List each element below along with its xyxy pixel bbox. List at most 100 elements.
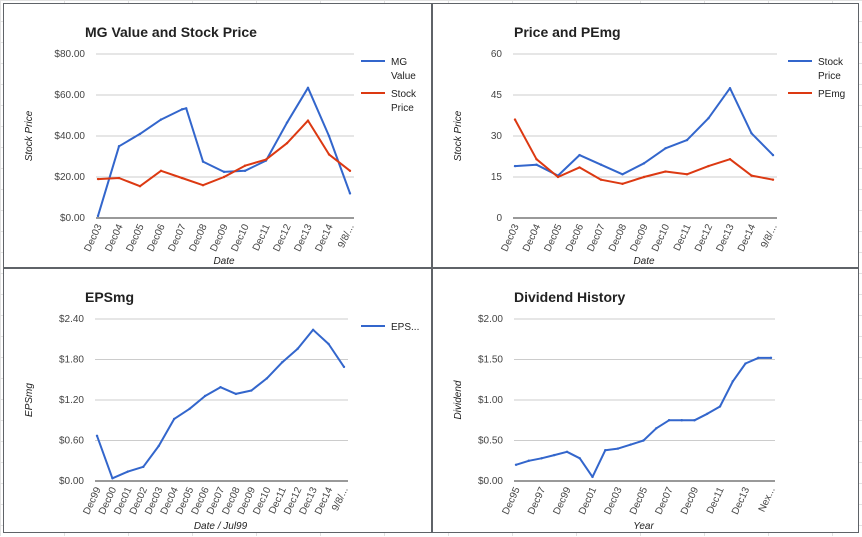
- chart-panel-mg-value[interactable]: MG Value and Stock Price $0.00 $20.00 $40.0…: [3, 3, 432, 268]
- chart-panel-epsmg[interactable]: EPSmg $0.00 $0.60 $1.20 $1.80 $2.40 EPSmg Dec99…: [3, 268, 432, 533]
- data-point: [264, 158, 268, 161]
- data-point: [750, 132, 753, 135]
- x-tick-label: Dec11: [705, 485, 727, 516]
- data-point: [348, 169, 352, 173]
- dividend-history-chart: Dividend History $0.00 $0.50 $1.00 $1.50 $2.0…: [453, 289, 778, 532]
- data-point: [769, 356, 773, 360]
- legend-label-1: Stock Price: [818, 57, 844, 82]
- data-point: [111, 477, 114, 480]
- data-point: [578, 166, 581, 169]
- x-tick-label: Dec06: [564, 222, 586, 253]
- x-tick-label: Dec01: [577, 485, 599, 516]
- x-tick-label: Dec03: [603, 485, 625, 516]
- data-point: [540, 457, 543, 460]
- y-tick-label: $1.00: [478, 395, 503, 406]
- y-tick-label: $0.60: [59, 436, 84, 447]
- x-tick-label: Dec07: [586, 222, 608, 253]
- data-point: [757, 356, 760, 360]
- legend-label-1: EPS...: [391, 322, 419, 333]
- data-point: [591, 475, 594, 479]
- chart-title: MG Value and Stock Price: [85, 24, 257, 40]
- data-point: [222, 175, 226, 179]
- data-point: [707, 164, 710, 168]
- data-point: [201, 184, 205, 187]
- data-point: [281, 361, 284, 364]
- data-point: [185, 107, 188, 110]
- x-tick-label: Dec12: [272, 222, 294, 253]
- x-tick-label: Dec09: [629, 222, 651, 253]
- y-tick-label: $1.50: [478, 355, 503, 366]
- data-point: [311, 328, 315, 331]
- data-point: [728, 158, 732, 161]
- x-tick-label: Dec05: [125, 222, 147, 253]
- data-point: [327, 134, 331, 138]
- chart-panel-price-pemg[interactable]: Price and PEmg 0 15 30 45 60 Stock Price Dec03 D…: [432, 3, 859, 268]
- y-tick-label: $0.00: [60, 213, 85, 224]
- x-tick-label: Dec99: [552, 485, 574, 516]
- data-point: [604, 449, 607, 452]
- y-tick-label: $20.00: [54, 172, 85, 183]
- data-point: [642, 175, 646, 179]
- data-point: [327, 342, 330, 346]
- x-axis-label: Date / Jul99: [194, 521, 248, 532]
- data-point: [157, 444, 160, 448]
- data-point: [159, 169, 163, 173]
- data-point: [667, 419, 671, 422]
- series-line-1: [97, 86, 351, 217]
- x-tick-label: Dec10: [230, 222, 252, 253]
- x-tick-label: Dec11: [672, 222, 694, 253]
- y-tick-label: 30: [491, 131, 503, 142]
- series-line-1: [96, 328, 345, 480]
- epsmg-chart: EPSmg$0.00$0.60$1.20$1.80$2.40EPSmgDec99…: [24, 289, 419, 532]
- x-tick-label: Dec09: [209, 222, 231, 253]
- data-point: [201, 160, 205, 163]
- data-point: [250, 389, 253, 392]
- data-point: [629, 443, 632, 446]
- data-point: [180, 108, 184, 111]
- data-point: [285, 141, 289, 145]
- data-point: [706, 412, 709, 415]
- data-point: [348, 192, 352, 195]
- x-tick-label: Dec13: [715, 222, 737, 253]
- data-point: [96, 214, 100, 218]
- y-tick-label: 60: [491, 49, 503, 60]
- data-point: [188, 407, 191, 410]
- x-tick-label: Dec08: [188, 222, 210, 253]
- data-point: [535, 158, 538, 161]
- data-point: [342, 365, 346, 369]
- data-point: [234, 392, 238, 396]
- data-point: [203, 394, 207, 398]
- data-point: [565, 450, 569, 454]
- data-point: [96, 177, 100, 181]
- x-tick-label: Dec13: [293, 222, 315, 253]
- x-tick-label: Dec09: [679, 485, 701, 516]
- x-tick-label: Dec97: [526, 485, 548, 516]
- x-tick-label: Dec10: [650, 222, 672, 253]
- data-point: [265, 377, 269, 380]
- chart-title: Price and PEmg: [514, 24, 621, 40]
- y-tick-label: $1.80: [59, 355, 84, 366]
- data-point: [514, 463, 518, 466]
- data-point: [556, 175, 560, 179]
- data-point: [513, 164, 517, 168]
- data-point: [621, 182, 624, 186]
- data-point: [219, 385, 222, 389]
- data-point: [296, 347, 299, 350]
- data-point: [527, 459, 530, 462]
- x-tick-label: Dec12: [693, 222, 715, 253]
- series-line-2: [514, 119, 774, 185]
- data-point: [728, 86, 732, 90]
- x-tick-label: Dec14: [314, 222, 336, 253]
- y-axis-label: EPSmg: [24, 383, 35, 417]
- data-point: [771, 153, 775, 157]
- y-tick-label: 45: [491, 90, 503, 101]
- data-point: [95, 434, 99, 437]
- data-point: [535, 163, 538, 166]
- y-tick-label: $0.50: [478, 436, 503, 447]
- x-tick-label: Dec13: [730, 485, 752, 516]
- chart-panel-dividend-history[interactable]: Dividend History $0.00 $0.50 $1.00 $1.50 $2.0…: [432, 268, 859, 533]
- x-tick-label: Dec06: [146, 222, 168, 253]
- x-tick-label: Dec05: [628, 485, 650, 516]
